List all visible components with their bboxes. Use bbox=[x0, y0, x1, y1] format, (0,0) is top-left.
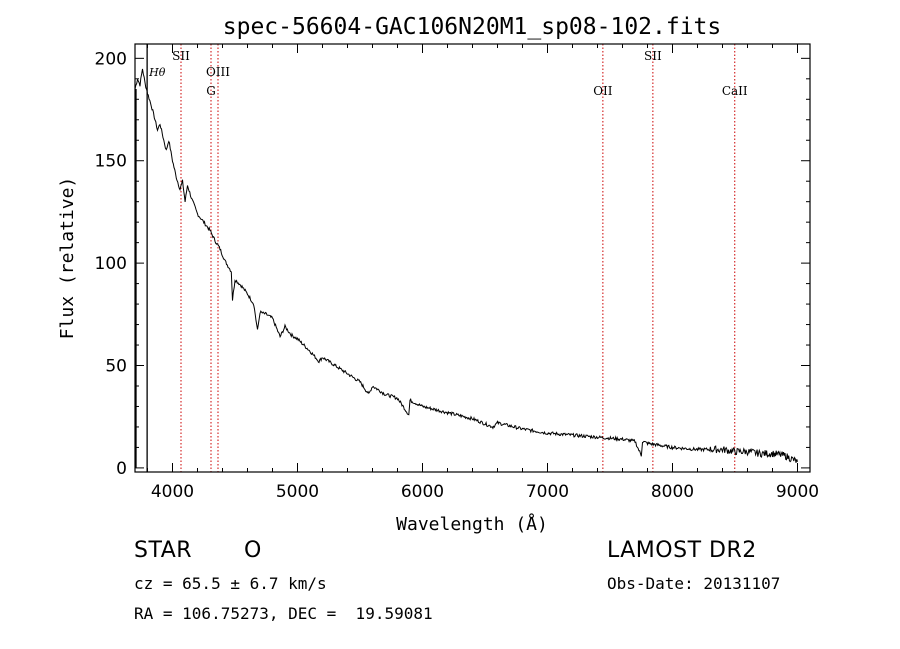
x-tick-label: 4000 bbox=[151, 482, 194, 502]
line-label-oii: OII bbox=[593, 84, 613, 98]
spectrum-line bbox=[134, 68, 798, 463]
coordinates-readout: RA = 106.75273, DEC = 19.59081 bbox=[134, 604, 433, 623]
y-tick-label: 150 bbox=[95, 152, 127, 172]
plot-area: Hθ SII OIII G OII SII CaII bbox=[134, 44, 798, 472]
line-label-caii: CaII bbox=[722, 84, 748, 98]
x-tick-label: 5000 bbox=[276, 482, 319, 502]
x-tick-label: 8000 bbox=[651, 482, 694, 502]
plot-frame bbox=[134, 43, 811, 473]
x-tick-label: 9000 bbox=[776, 482, 819, 502]
line-label-sii: SII bbox=[172, 49, 190, 63]
x-tick-label: 6000 bbox=[401, 482, 444, 502]
x-tick-label: 7000 bbox=[526, 482, 569, 502]
survey-label: LAMOST DR2 bbox=[607, 538, 757, 563]
axes: 4000 5000 6000 7000 8000 9000 0 50 100 150 200 bbox=[95, 44, 819, 502]
y-tick-label: 100 bbox=[95, 254, 127, 274]
y-tick-label: 0 bbox=[116, 459, 127, 479]
line-label-oiii: OIII bbox=[206, 65, 230, 79]
line-label-sii: SII bbox=[644, 49, 662, 63]
subclass-label: O bbox=[244, 538, 262, 563]
line-label-g: G bbox=[206, 84, 216, 98]
y-axis-label: Flux (relative) bbox=[57, 177, 78, 340]
x-axis-label: Wavelength (Å) bbox=[396, 513, 548, 535]
y-tick-label: 200 bbox=[95, 49, 127, 69]
obs-date-readout: Obs-Date: 20131107 bbox=[607, 574, 781, 593]
chart-title: spec-56604-GAC106N20M1_sp08-102.fits bbox=[223, 14, 722, 40]
y-tick-label: 50 bbox=[105, 357, 127, 377]
redshift-readout: cz = 65.5 ± 6.7 km/s bbox=[134, 574, 327, 593]
line-label-hθ: Hθ bbox=[148, 66, 166, 79]
class-label: STAR bbox=[134, 538, 193, 563]
